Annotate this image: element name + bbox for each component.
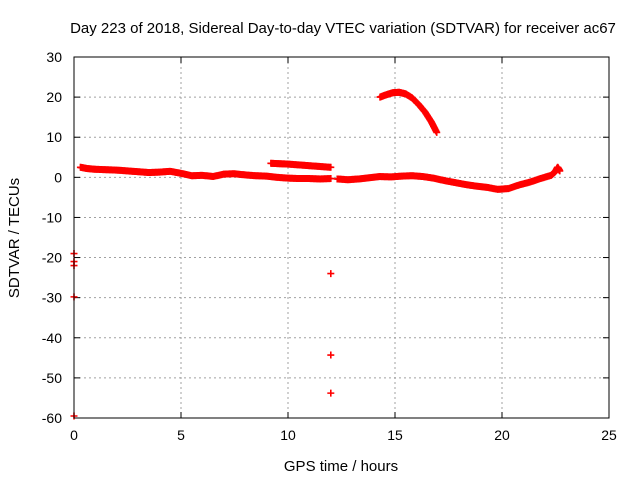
plot-frame [73, 56, 610, 419]
x-tick-label: 0 [70, 427, 78, 443]
y-tick-label: 0 [54, 169, 62, 185]
outliers-point [327, 389, 335, 397]
y-tick-label: -20 [42, 250, 62, 266]
y-tick-label: 20 [46, 89, 62, 105]
chart-title: Day 223 of 2018, Sidereal Day-to-day VTE… [70, 20, 616, 37]
y-tick-label: -30 [42, 290, 62, 306]
axis-ticks [73, 56, 610, 419]
outliers-point [327, 270, 335, 278]
upper-segment-9-12h-point [327, 163, 335, 171]
main-track-point [327, 175, 335, 183]
x-tick-label: 15 [387, 427, 403, 443]
x-tick-label: 5 [177, 427, 185, 443]
arc-14-17h-point [433, 128, 441, 136]
grid-lines [74, 57, 609, 418]
x-tick-label: 10 [280, 427, 296, 443]
afternoon-track-point [556, 167, 564, 175]
x-tick-label: 25 [601, 427, 617, 443]
y-tick-label: -40 [42, 330, 62, 346]
y-tick-label: 10 [46, 129, 62, 145]
y-tick-label: -10 [42, 209, 62, 225]
outliers-point [327, 351, 335, 359]
y-tick-label: -60 [42, 410, 62, 426]
tick-labels: 0 5 10 15 20 25 -60 -50 -40 -30 -20 -10 0 10 20 30 [42, 49, 617, 443]
x-tick-label: 20 [494, 427, 510, 443]
x-axis-label: GPS time / hours [284, 458, 398, 475]
data-points [70, 88, 564, 420]
y-tick-label: -50 [42, 370, 62, 386]
y-axis-label: SDTVAR / TECUs [6, 178, 23, 298]
y-tick-label: 30 [46, 49, 62, 65]
